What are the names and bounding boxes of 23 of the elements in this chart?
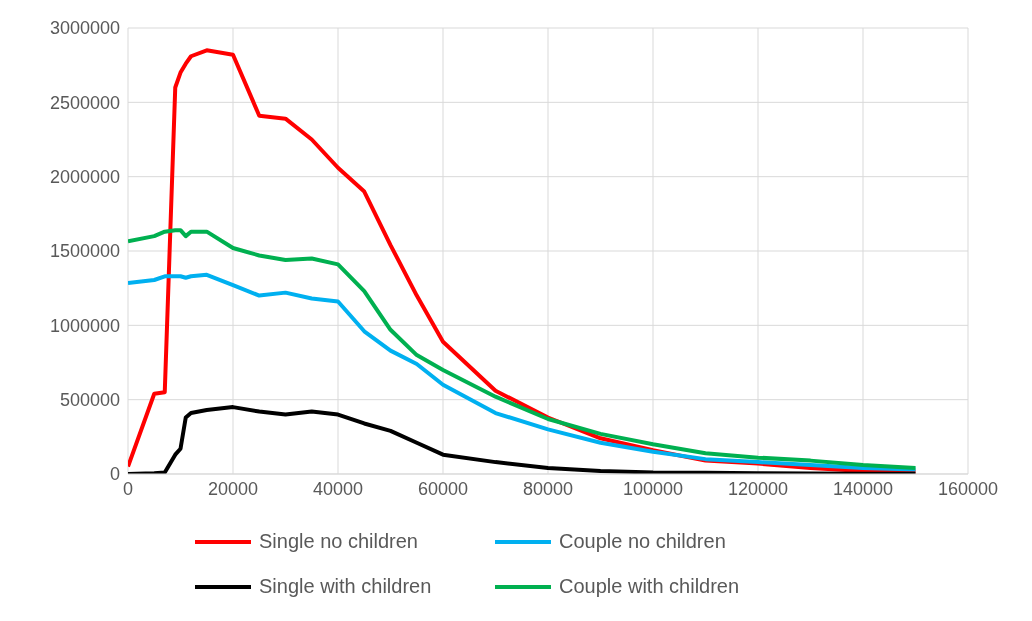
x-tick-label: 140000 — [832, 478, 894, 499]
line-series — [128, 228, 918, 471]
x-tick-label: 40000 — [312, 478, 364, 499]
y-tick-label: 2500000 — [49, 92, 120, 113]
y-tick-label: 500000 — [59, 390, 120, 411]
y-tick-label: 3000000 — [49, 18, 120, 39]
x-tick-label: 20000 — [207, 478, 259, 499]
y-tick-label: 2000000 — [49, 167, 120, 188]
line-series — [128, 405, 918, 474]
legend-label: Couple no children — [559, 530, 726, 553]
legend-label: Single with children — [259, 575, 432, 598]
legend-label: Couple with children — [559, 575, 740, 598]
x-tick-label: 100000 — [622, 478, 684, 499]
x-tick-label: 0 — [122, 478, 134, 499]
x-tick-label: 80000 — [522, 478, 574, 499]
y-tick-label: 1000000 — [49, 315, 120, 336]
x-tick-label: 120000 — [727, 478, 789, 499]
legend-label: Single no children — [259, 530, 418, 553]
x-tick-label: 160000 — [937, 478, 999, 499]
line-series — [128, 272, 918, 472]
y-tick-label: 1500000 — [49, 241, 120, 262]
y-tick-label: 0 — [109, 464, 120, 485]
x-tick-label: 60000 — [417, 478, 469, 499]
